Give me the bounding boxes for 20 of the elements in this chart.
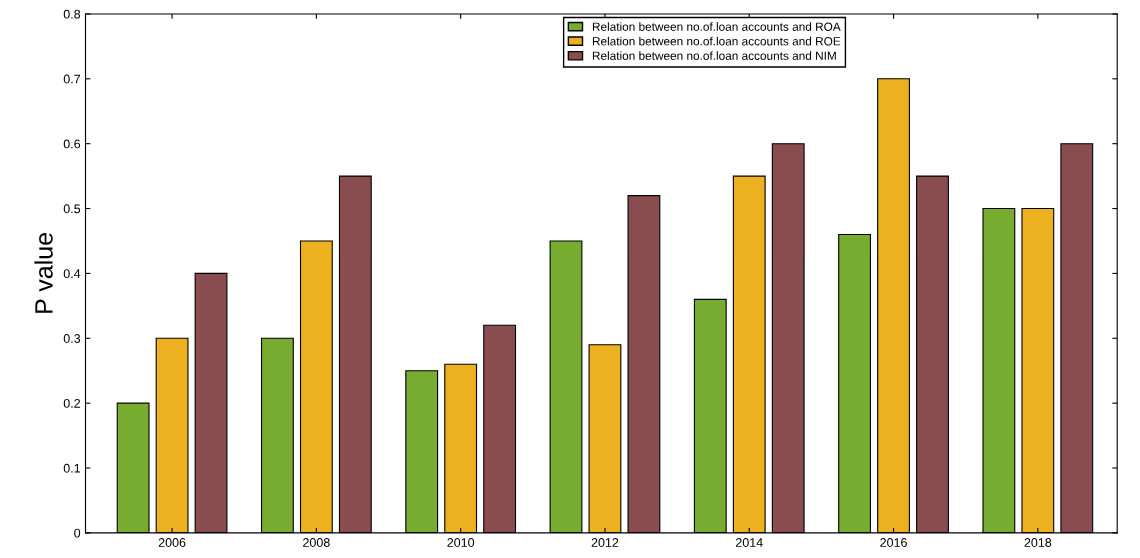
y-tick-label: 0 — [74, 528, 81, 538]
y-tick-label: 0.4 — [63, 269, 81, 279]
legend-label: Relation between no.of.loan accounts and ROE — [592, 36, 841, 46]
legend-label: Relation between no.of.loan accounts and ROA — [592, 22, 841, 31]
y-tick-label: 0.8 — [63, 9, 81, 19]
y-tick-label: 0.2 — [63, 398, 81, 408]
x-tick-label: 2014 — [735, 538, 763, 547]
y-axis-title: P value — [34, 233, 53, 313]
y-tick-label: 0.5 — [63, 204, 81, 214]
x-tick-label: 2012 — [591, 538, 619, 547]
x-tick-label: 2016 — [880, 538, 907, 547]
y-tick-label: 0.3 — [63, 334, 81, 343]
legend-label: Relation between no.of.loan accounts and NIM — [592, 51, 836, 60]
y-tick-label: 0.1 — [63, 463, 81, 473]
x-tick-label: 2008 — [303, 538, 330, 547]
y-tick-label: 0.6 — [63, 139, 81, 149]
x-tick-label: 2010 — [447, 538, 475, 547]
x-tick-label: 2006 — [158, 538, 186, 547]
x-tick-label: 2018 — [1024, 538, 1052, 547]
y-tick-label: 0.7 — [63, 74, 81, 84]
